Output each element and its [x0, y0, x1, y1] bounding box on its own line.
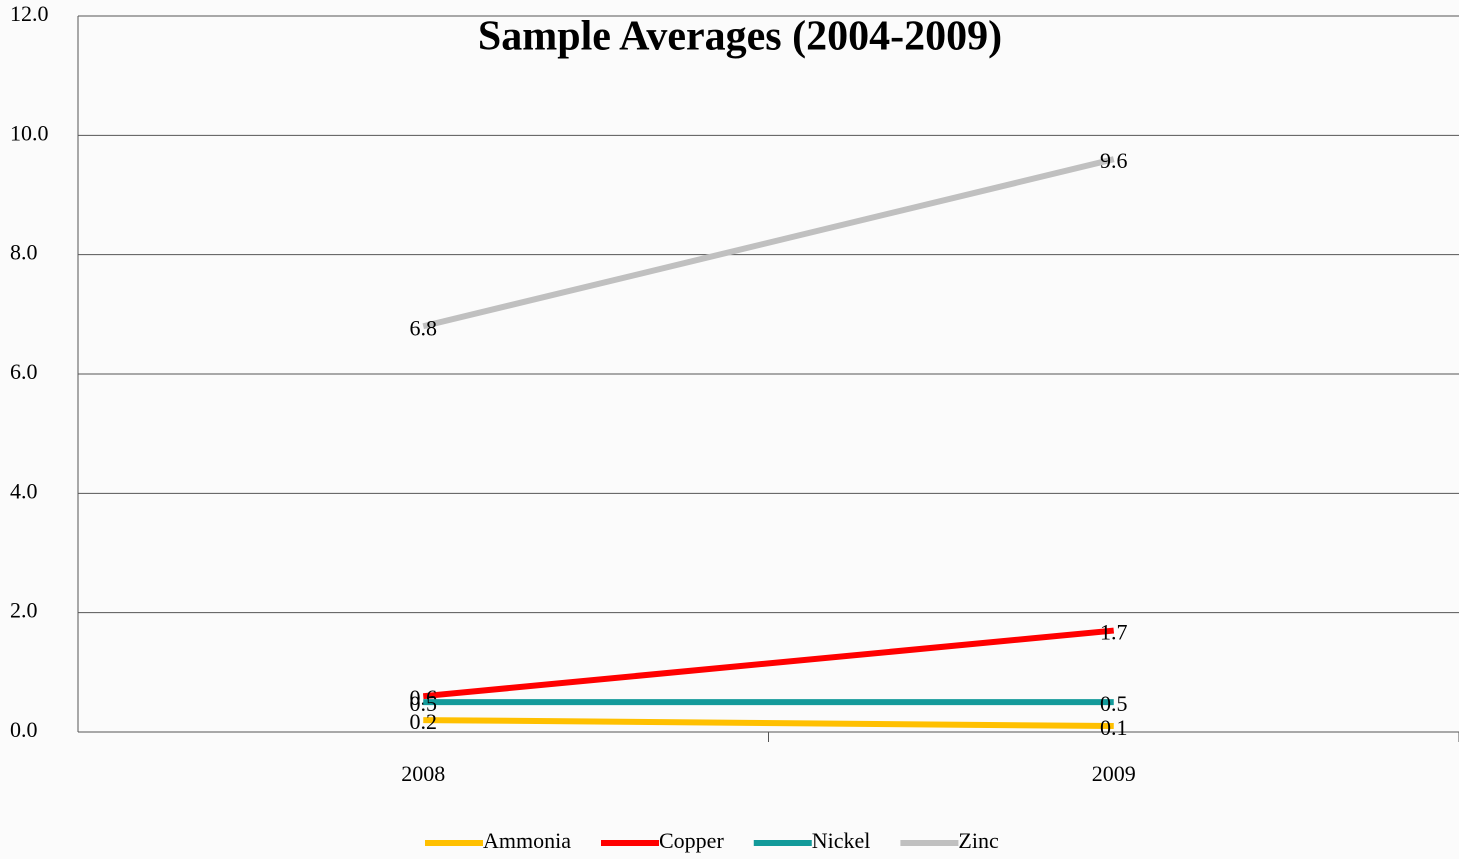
- y-tick-label: 2.0: [10, 598, 38, 623]
- data-label: 0.6: [410, 685, 438, 710]
- data-label: 0.5: [1100, 691, 1128, 716]
- series-line: [422, 627, 1115, 700]
- y-tick-label: 4.0: [10, 478, 38, 503]
- chart-title: Sample Averages (2004-2009): [478, 14, 1002, 60]
- data-label: 0.1: [1100, 715, 1128, 740]
- legend-label: Ammonia: [483, 828, 571, 853]
- legend-label: Zinc: [958, 828, 999, 853]
- x-tick-label: 2009: [1092, 761, 1136, 786]
- y-tick-label: 10.0: [10, 120, 49, 145]
- legend-label: Copper: [659, 828, 724, 853]
- y-tick-label: 0.0: [10, 717, 38, 742]
- y-tick-label: 12.0: [10, 1, 49, 26]
- data-label: 0.5: [410, 691, 438, 716]
- data-label: 9.6: [1100, 148, 1128, 173]
- y-tick-label: 6.0: [10, 359, 38, 384]
- data-label: 0.2: [410, 709, 438, 734]
- data-label: 6.8: [410, 315, 438, 340]
- x-tick-label: 2008: [401, 761, 445, 786]
- series-line: [422, 156, 1115, 330]
- legend-label: Nickel: [812, 828, 871, 853]
- data-label: 1.7: [1100, 620, 1128, 645]
- series-line: [423, 717, 1114, 730]
- y-tick-label: 8.0: [10, 240, 38, 265]
